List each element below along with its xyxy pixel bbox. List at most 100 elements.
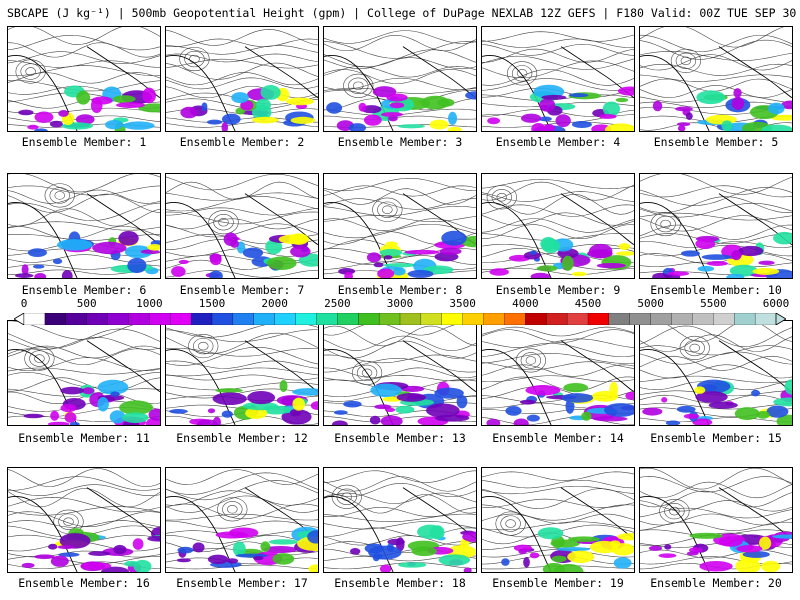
ensemble-member-map <box>165 320 319 426</box>
colorbar-swatch <box>378 312 401 326</box>
colorbar-swatch <box>65 312 88 326</box>
colorbar-swatch <box>754 312 777 326</box>
ensemble-member-label: Ensemble Member: 12 <box>176 431 308 445</box>
cape-height-map-graphic <box>8 321 160 425</box>
colorbar-swatch <box>358 312 380 326</box>
colorbar-swatch <box>546 312 568 326</box>
colorbar-swatch <box>734 312 756 326</box>
ensemble-member-label: Ensemble Member: 7 <box>179 283 305 297</box>
colorbar-graphic <box>13 312 787 326</box>
cape-height-map-graphic <box>166 469 318 572</box>
colorbar-swatch <box>420 312 443 326</box>
colorbar-swatch <box>44 312 67 326</box>
cape-height-map-graphic <box>324 470 476 572</box>
colorbar-swatch <box>128 312 150 326</box>
colorbar-tick-label: 5000 <box>637 297 664 310</box>
colorbar-swatch <box>692 312 714 326</box>
cape-height-map-graphic <box>640 27 792 131</box>
colorbar-swatch <box>650 312 673 326</box>
ensemble-member-map <box>165 173 319 279</box>
cape-height-map-graphic <box>482 179 634 278</box>
colorbar-swatch <box>253 312 276 326</box>
colorbar-swatch <box>295 312 317 326</box>
ensemble-member-map <box>481 320 635 426</box>
colorbar-tick-label: 1000 <box>136 297 163 310</box>
ensemble-member-map <box>323 467 477 573</box>
colorbar-swatch <box>232 312 255 326</box>
cape-height-map-graphic <box>482 326 634 425</box>
ensemble-member-map <box>481 26 635 132</box>
ensemble-member-map <box>639 173 793 279</box>
ensemble-member-label: Ensemble Member: 16 <box>18 576 150 590</box>
ensemble-member-label: Ensemble Member: 11 <box>18 431 150 445</box>
colorbar-tick-label: 5500 <box>700 297 727 310</box>
ensemble-member-map <box>323 26 477 132</box>
cape-height-map-graphic <box>324 178 476 278</box>
ensemble-member-map <box>323 173 477 279</box>
ensemble-member-label: Ensemble Member: 15 <box>650 431 782 445</box>
colorbar-swatch <box>462 312 485 326</box>
cape-height-map-graphic <box>324 30 476 131</box>
colorbar-swatch <box>337 312 359 326</box>
ensemble-member-map <box>165 26 319 132</box>
colorbar-swatch <box>399 312 422 326</box>
ensemble-member-label: Ensemble Member: 5 <box>653 135 779 149</box>
ensemble-member-map <box>7 467 161 573</box>
cape-height-map-graphic <box>8 174 160 278</box>
ensemble-member-label: Ensemble Member: 14 <box>492 431 624 445</box>
colorbar-tick-label: 2500 <box>324 297 351 310</box>
cape-height-map-graphic <box>324 322 476 425</box>
ensemble-member-map <box>639 320 793 426</box>
ensemble-member-map <box>481 173 635 279</box>
colorbar-swatch <box>713 312 735 326</box>
ensemble-member-map <box>7 320 161 426</box>
colorbar-swatch <box>525 312 547 326</box>
colorbar-swatch <box>483 312 505 326</box>
ensemble-member-label: Ensemble Member: 13 <box>334 431 466 445</box>
cape-height-map-graphic <box>166 174 318 278</box>
cape-height-map-graphic <box>166 321 318 425</box>
colorbar-tick-label: 0 <box>20 297 28 310</box>
colorbar-swatch <box>211 312 234 326</box>
ensemble-member-label: Ensemble Member: 2 <box>179 135 305 149</box>
colorbar-swatch <box>504 312 526 326</box>
colorbar-tick-label: 2000 <box>261 297 288 310</box>
ensemble-member-label: Ensemble Member: 9 <box>495 283 621 297</box>
cape-height-map-graphic <box>640 468 792 572</box>
colorbar-swatch <box>86 312 109 326</box>
colorbar-tick-label: 4500 <box>574 297 602 310</box>
ensemble-member-label: Ensemble Member: 10 <box>650 283 782 297</box>
colorbar-swatch <box>566 312 589 326</box>
ensemble-member-label: Ensemble Member: 6 <box>21 283 147 297</box>
ensemble-member-map <box>639 26 793 132</box>
ensemble-member-map <box>323 320 477 426</box>
ensemble-member-label: Ensemble Member: 4 <box>495 135 621 149</box>
cape-height-map-graphic <box>482 31 634 131</box>
ensemble-member-label: Ensemble Member: 17 <box>176 576 308 590</box>
colorbar-tick-label: 500 <box>76 297 97 310</box>
colorbar-swatch <box>629 312 652 326</box>
colorbar-tick-label: 3500 <box>449 297 476 310</box>
ensemble-member-label: Ensemble Member: 19 <box>492 576 624 590</box>
ensemble-member-label: Ensemble Member: 18 <box>334 576 466 590</box>
cape-height-map-graphic <box>166 29 318 131</box>
cape-height-map-graphic <box>640 174 792 278</box>
colorbar-swatch <box>274 312 297 326</box>
cape-height-map-graphic <box>8 27 160 131</box>
ensemble-member-map <box>165 467 319 573</box>
colorbar-swatch <box>23 312 46 326</box>
colorbar-swatch <box>316 312 338 326</box>
colorbar-tick-label: 4000 <box>512 297 539 310</box>
ensemble-member-label: Ensemble Member: 3 <box>337 135 463 149</box>
cape-height-map-graphic <box>482 471 634 572</box>
colorbar-tick-label: 1500 <box>198 297 226 310</box>
colorbar-swatch <box>587 312 610 326</box>
ensemble-member-label: Ensemble Member: 8 <box>337 283 463 297</box>
ensemble-member-map <box>7 173 161 279</box>
colorbar-swatch <box>149 312 171 326</box>
colorbar-tick-label: 3000 <box>386 297 414 310</box>
colorbar-tick-label: 6000 <box>762 297 790 310</box>
ensemble-member-label: Ensemble Member: 1 <box>21 135 147 149</box>
colorbar-swatch <box>608 312 631 326</box>
cape-height-map-graphic <box>8 468 160 572</box>
